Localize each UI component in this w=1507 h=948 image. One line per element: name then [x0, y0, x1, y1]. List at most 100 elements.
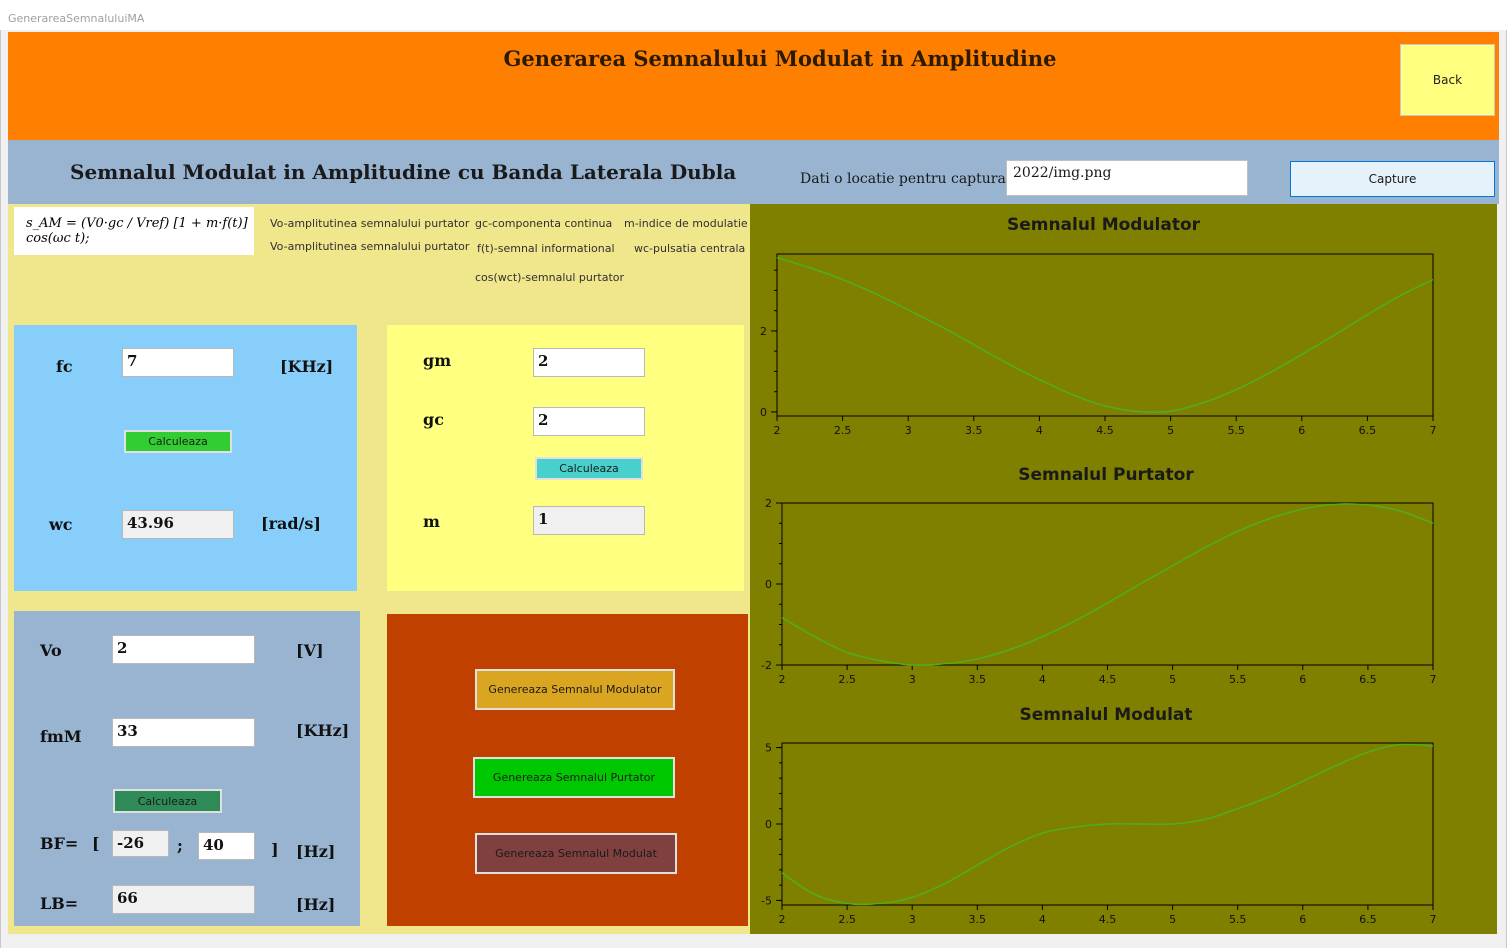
gc-label: gc — [423, 410, 444, 429]
plot-frame — [781, 502, 1434, 666]
capture-path-input[interactable]: 2022/img.png — [1006, 160, 1248, 196]
x-tick-label: 2 — [779, 673, 786, 686]
calculate-m-button[interactable]: Calculeaza — [535, 457, 643, 480]
bf-max-output: 40 — [198, 832, 255, 860]
header-bar — [8, 32, 1499, 140]
lb-output: 66 — [112, 885, 255, 914]
calculate-wc-button[interactable]: Calculeaza — [124, 430, 232, 453]
x-tick-label: 3.5 — [969, 673, 987, 686]
x-tick-label: 5.5 — [1229, 673, 1247, 686]
y-tick-label: -2 — [761, 659, 772, 672]
y-tick-label: 0 — [760, 406, 767, 419]
chart-carrier: 2 2.5 3 3.5 4 4.5 5 5.5 6 6.5 7 -2 0 2 — [761, 497, 1437, 686]
x-tick-label: 6.5 — [1359, 424, 1377, 437]
fc-label: fc — [56, 357, 73, 376]
bf-unit: [Hz] — [296, 842, 336, 861]
gm-input[interactable]: 2 — [533, 348, 645, 377]
generate-modulator-button[interactable]: Genereaza Semnalul Modulator — [475, 669, 675, 710]
x-tick-label: 4 — [1039, 673, 1046, 686]
generate-carrier-button[interactable]: Genereaza Semnalul Purtator — [473, 757, 675, 798]
x-tick-label: 3 — [909, 913, 916, 926]
legend-gc: gc-componenta continua — [475, 217, 613, 230]
x-tick-label: 2 — [779, 913, 786, 926]
section-title: Semnalul Modulat in Amplitudine cu Banda… — [70, 160, 737, 184]
x-tick-label: 3 — [909, 673, 916, 686]
x-tick-label: 2.5 — [838, 673, 856, 686]
x-tick-label: 6 — [1298, 424, 1305, 437]
formula-image: s_AM = (V0·gc / Vref) [1 + m·f(t)] cos(ω… — [14, 207, 254, 255]
x-tick-label: 2 — [774, 424, 781, 437]
chart-modulated: 2 2.5 3 3.5 4 4.5 5 5.5 6 6.5 7 -5 0 5 — [761, 742, 1437, 926]
wc-label: wc — [49, 515, 73, 534]
vo-input[interactable]: 2 — [112, 635, 255, 664]
wc-output: 43.96 — [122, 510, 234, 539]
y-tick-label: 0 — [765, 818, 772, 831]
legend-vo-2: Vo-amplitutinea semnalului purtator — [270, 240, 470, 253]
page-title: Generarea Semnalului Modulat in Amplitud… — [503, 46, 1057, 71]
chart-title-modulator: Semnalul Modulator — [1006, 215, 1201, 235]
bf-min-output: -26 — [112, 830, 169, 857]
x-tick-label: 4 — [1036, 424, 1043, 437]
x-tick-label: 3.5 — [965, 424, 983, 437]
fmm-label: fmM — [40, 727, 82, 746]
series-line — [781, 743, 1434, 906]
x-tick-label: 4.5 — [1099, 673, 1117, 686]
series-line — [776, 256, 1434, 413]
gm-label: gm — [423, 351, 452, 370]
x-tick-label: 6 — [1299, 913, 1306, 926]
x-tick-label: 7 — [1430, 424, 1437, 437]
legend-ft: f(t)-semnal informational — [477, 242, 615, 255]
chart-modulator: 2 2.5 3 3.5 4 4.5 5 5.5 6 6.5 702 — [760, 253, 1437, 437]
fc-unit: [KHz] — [280, 357, 334, 376]
back-button[interactable]: Back — [1400, 44, 1495, 116]
x-tick-label: 5 — [1169, 913, 1176, 926]
y-tick-label: 2 — [760, 325, 767, 338]
x-tick-label: 6 — [1299, 673, 1306, 686]
x-tick-label: 2.5 — [834, 424, 852, 437]
bf-close-bracket: ] — [271, 840, 279, 859]
fmm-unit: [KHz] — [296, 721, 350, 740]
legend-wc: wc-pulsatia centrala — [634, 242, 746, 255]
legend-vo-1: Vo-amplitutinea semnalului purtator — [270, 217, 470, 230]
series-line — [781, 503, 1434, 666]
chart-title-carrier: Semnalul Purtator — [1018, 465, 1194, 485]
subheader-bar — [8, 140, 1499, 204]
x-tick-label: 3 — [905, 424, 912, 437]
x-tick-label: 5.5 — [1229, 913, 1247, 926]
x-tick-label: 7 — [1430, 913, 1437, 926]
vo-unit: [V] — [296, 641, 324, 660]
y-tick-label: 2 — [765, 497, 772, 510]
gc-input[interactable]: 2 — [533, 407, 645, 436]
bf-separator: ; — [177, 836, 183, 855]
x-tick-label: 4 — [1039, 913, 1046, 926]
x-tick-label: 3.5 — [969, 913, 987, 926]
window-titlebar — [0, 0, 1507, 30]
x-tick-label: 5 — [1169, 673, 1176, 686]
charts-pane — [750, 204, 1497, 934]
legend-coswct: cos(wct)-semnalul purtator — [475, 271, 625, 284]
legend-m: m-indice de modulatie — [624, 217, 748, 230]
lb-unit: [Hz] — [296, 895, 336, 914]
m-label: m — [423, 512, 440, 531]
wc-unit: [rad/s] — [261, 514, 321, 533]
fmm-input[interactable]: 33 — [112, 718, 255, 747]
calculate-bf-button[interactable]: Calculeaza — [113, 789, 222, 813]
x-tick-label: 5.5 — [1227, 424, 1245, 437]
x-tick-label: 4.5 — [1096, 424, 1114, 437]
x-tick-label: 5 — [1167, 424, 1174, 437]
y-tick-label: 0 — [765, 578, 772, 591]
x-tick-label: 7 — [1430, 673, 1437, 686]
lb-label: LB= — [40, 894, 79, 913]
m-output: 1 — [533, 506, 645, 535]
chart-title-modulated: Semnalul Modulat — [1019, 705, 1193, 725]
capture-button[interactable]: Capture — [1290, 161, 1495, 197]
vo-label: Vo — [40, 641, 62, 660]
fc-input[interactable]: 7 — [122, 348, 234, 377]
x-tick-label: 6.5 — [1359, 913, 1377, 926]
x-tick-label: 2.5 — [838, 913, 856, 926]
y-tick-label: 5 — [765, 742, 772, 755]
generate-modulated-button[interactable]: Genereaza Semnalul Modulat — [475, 833, 677, 874]
bf-open-bracket: [ — [92, 834, 100, 853]
x-tick-label: 4.5 — [1099, 913, 1117, 926]
capture-location-label: Dati o locatie pentru captura — [800, 171, 1006, 187]
